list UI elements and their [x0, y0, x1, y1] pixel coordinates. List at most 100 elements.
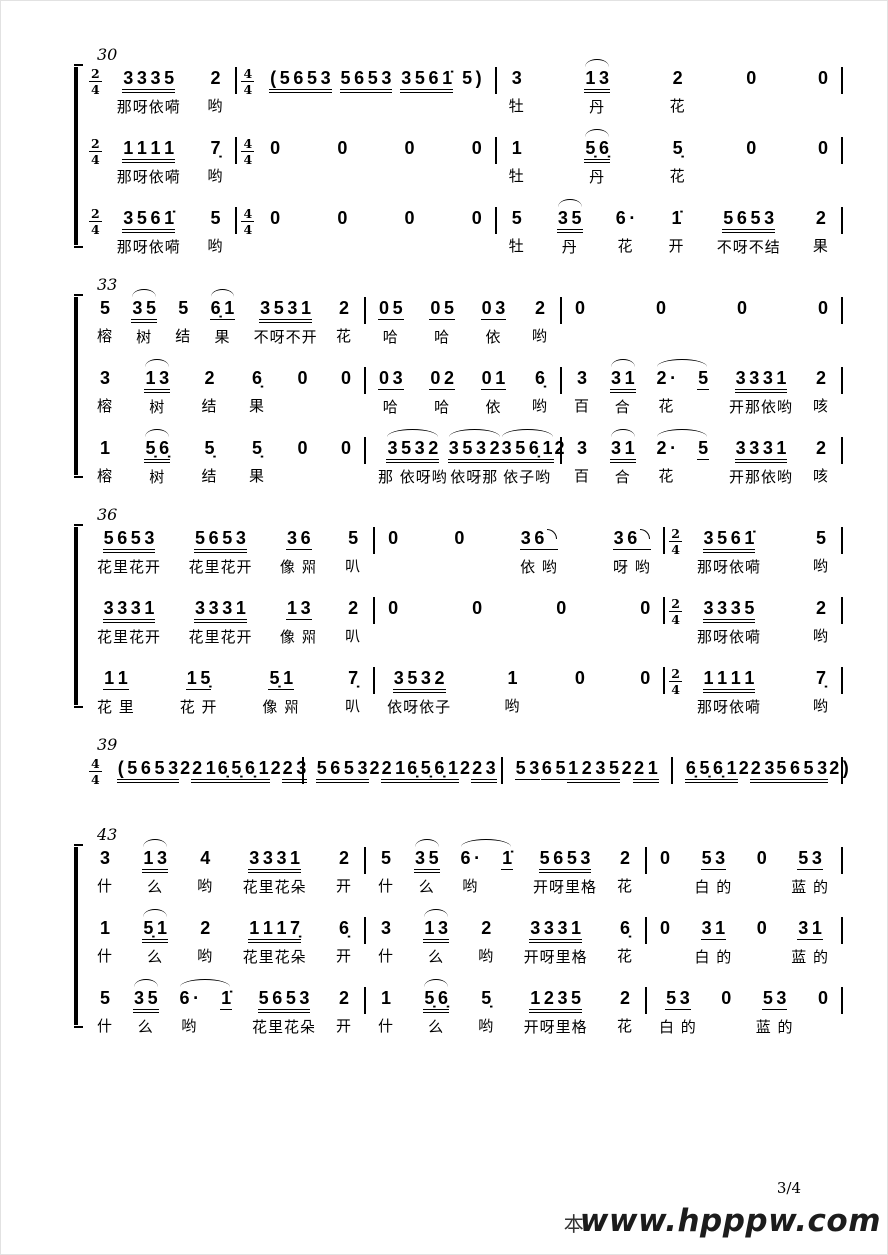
note: 6 ·	[460, 839, 511, 868]
note: 3 5	[413, 839, 440, 873]
time-signature-numerator: 2	[89, 66, 102, 83]
note: 2	[369, 758, 380, 778]
measure: 1 榕 5̣ 6̣ 树 5̣ 结 5̣ 果 0 0	[87, 429, 362, 486]
note: 2	[210, 68, 221, 88]
barline	[663, 597, 666, 624]
note: 3 3 3 1	[194, 598, 247, 623]
note: 5 6 5 3	[722, 208, 776, 233]
note-group: 0	[340, 367, 352, 415]
note: 3 5 3 1	[259, 298, 313, 323]
lyric: 什	[97, 877, 114, 895]
note: 2	[204, 368, 215, 388]
lyric: 么	[428, 1018, 445, 1036]
measure: 1 1 花 里 1 5̣ 花 开 5̣ 1 像 喌 7̣ 叭	[87, 667, 371, 715]
watermark-prefix: 本	[563, 1214, 584, 1236]
note: 3 5 3 2	[386, 429, 440, 463]
lyric: 么	[147, 878, 164, 896]
note-group: 1̇	[220, 987, 233, 1035]
note-group: 5 6 5 3 花里花开	[188, 527, 252, 575]
note-group: 2	[554, 437, 566, 485]
lyric: 像 喌	[262, 698, 301, 716]
note: 3 5 6 1̇	[702, 528, 756, 553]
lyric: 花 开	[179, 698, 218, 716]
time-signature-denominator: 4	[671, 682, 680, 698]
barline	[841, 297, 843, 324]
barline	[364, 437, 366, 464]
lyric: 花	[658, 467, 675, 485]
lyric: 榕	[97, 397, 114, 415]
note-group: 2	[270, 757, 282, 805]
lyric: 丹	[561, 238, 578, 256]
note: 2 3	[471, 758, 497, 783]
note-group: 3 5 3 1 不呀不开	[254, 297, 318, 345]
lyric: 咳	[812, 397, 829, 415]
note-group: 1 1 1 1 那呀依嗬	[697, 667, 761, 715]
lyric: 树	[149, 468, 166, 486]
lyric: 丹	[589, 98, 606, 116]
note-group: 1 1 1 1 那呀依嗬	[117, 137, 181, 185]
note-group: 0	[817, 297, 829, 344]
lyric: 白 的	[694, 948, 733, 966]
barline	[364, 367, 366, 394]
note-group: 3 5 3 2 那 依呀哟	[378, 429, 448, 485]
note-group: 5̣ 花	[670, 137, 686, 185]
note-group: 0	[471, 597, 483, 644]
note: 1 2 3 5	[567, 758, 620, 783]
note: 1	[381, 988, 392, 1008]
note: 2	[338, 298, 349, 318]
note: 2 3	[749, 758, 776, 783]
time-signature-numerator: 2	[669, 526, 682, 543]
note: 1 3	[285, 598, 312, 620]
note: 5	[381, 848, 392, 868]
lyric: 白 的	[659, 1018, 697, 1036]
note-group: 0 3 哈	[378, 367, 404, 415]
watermark: 本 www.hpppw.com	[564, 1203, 881, 1239]
barline	[670, 757, 673, 784]
note: 1 3	[144, 359, 171, 393]
note: 2	[621, 758, 632, 778]
lyric: 花里花朵	[242, 878, 307, 896]
note: 0	[388, 598, 399, 618]
lyric: 牡	[508, 237, 525, 255]
lyric: 开呀里格	[523, 948, 588, 966]
note-group: ( 5 6 5 3	[269, 67, 333, 115]
note: 1 3	[142, 839, 168, 873]
note-group: 2 3	[749, 757, 776, 805]
measure: 3 3 3 5 那呀依嗬 2 哟	[107, 67, 234, 115]
lyric: 那呀依嗬	[696, 558, 761, 576]
note-group: 0 5 哈	[378, 297, 404, 345]
time-signature-denominator: 4	[91, 222, 100, 238]
note: 0	[736, 298, 747, 318]
note-group: 5 3 白 的	[659, 987, 697, 1035]
note-group: 5 6 5 3	[775, 757, 829, 805]
barline	[841, 437, 843, 464]
note-group: 0	[269, 137, 281, 184]
lyric: 依子哟	[503, 468, 552, 486]
note: 6 ·	[179, 979, 230, 1008]
lyric: 什	[378, 1017, 395, 1035]
note-group: 3 3 3 1 花里花朵	[243, 847, 307, 895]
barline	[235, 137, 238, 164]
lyric: 果	[249, 467, 266, 485]
note-group: 5 6 5 3 开呀里格	[533, 847, 597, 895]
measure: 0 0 0 0	[564, 297, 839, 344]
note-group: 0	[471, 207, 483, 254]
note-group: 7̣ 哟	[813, 667, 829, 715]
note-group: 0	[296, 367, 308, 415]
note-group: 5 6 5 3	[339, 67, 393, 115]
